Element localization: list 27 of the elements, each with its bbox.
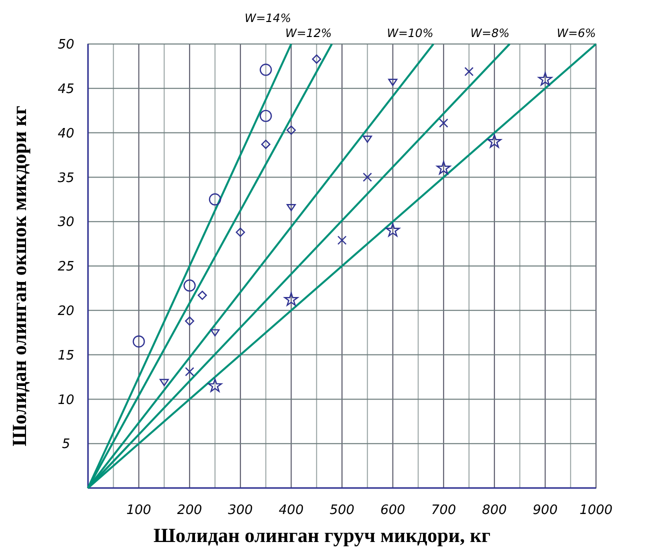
x-tick-label: 600 — [380, 503, 406, 518]
x-tick-label: 400 — [278, 503, 304, 518]
x-axis-title: Шолидан олинган гуруч микдори, кг — [154, 525, 490, 547]
series-label: W=8% — [470, 26, 510, 40]
x-tick-label: 500 — [330, 503, 354, 518]
y-tick-label: 45 — [58, 82, 74, 97]
y-tick-label: 25 — [58, 260, 74, 275]
y-tick-label: 40 — [58, 126, 74, 142]
series-label: W=14% — [244, 11, 292, 25]
x-tick-label: 1000 — [579, 503, 613, 518]
x-tick-label: 900 — [532, 503, 558, 518]
x-tick-label: 200 — [177, 503, 202, 518]
y-tick-label: 20 — [58, 304, 74, 319]
y-tick-label: 30 — [58, 215, 74, 230]
y-tick-label: 15 — [58, 348, 74, 364]
x-tick-label: 800 — [482, 503, 507, 518]
series-label: W=12% — [285, 26, 332, 40]
series-label: W=6% — [556, 26, 596, 40]
y-tick-label: 50 — [58, 38, 74, 53]
series-label: W=10% — [386, 26, 434, 40]
y-tick-label: 5 — [62, 437, 70, 452]
y-axis-title: Шолидан олинган окшок микдори кг — [9, 106, 31, 446]
y-tick-label: 10 — [58, 392, 74, 408]
y-tick-label: 35 — [58, 170, 74, 186]
x-tick-label: 700 — [431, 503, 456, 518]
x-tick-label: 100 — [126, 503, 152, 518]
x-tick-label: 300 — [228, 503, 253, 518]
